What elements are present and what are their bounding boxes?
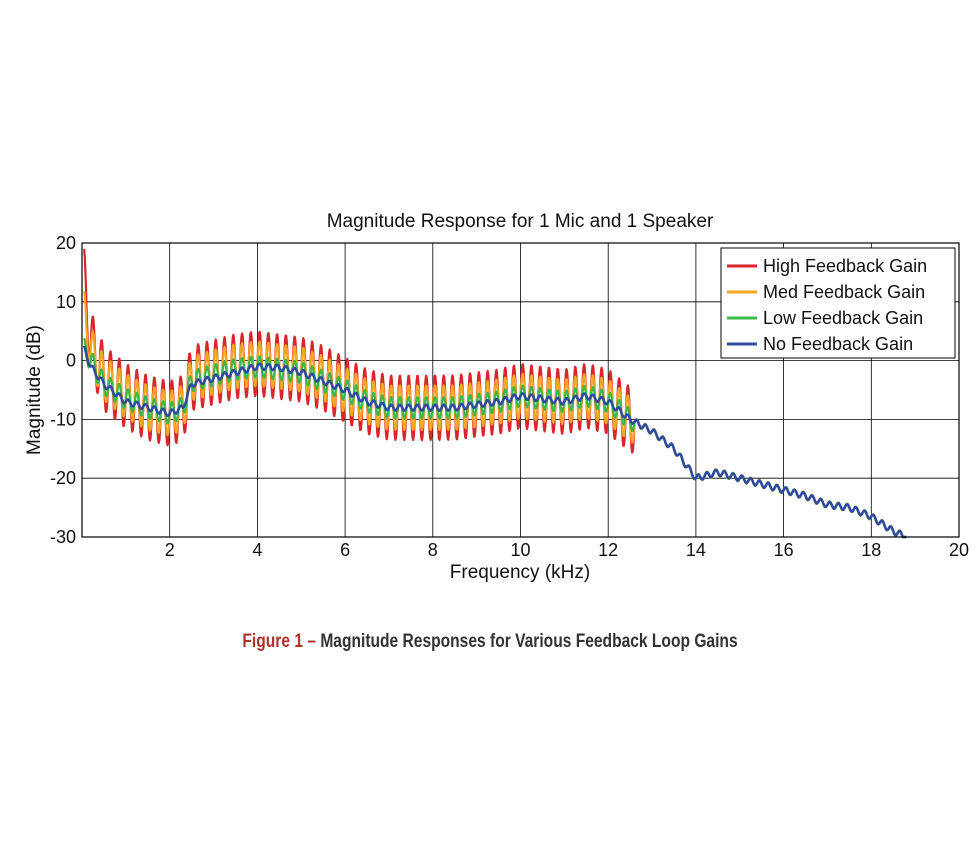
legend-label: No Feedback Gain [763,334,913,354]
x-tick-label: 2 [165,540,175,560]
x-tick-label: 12 [598,540,618,560]
legend-label: Low Feedback Gain [763,308,923,328]
legend-label: Med Feedback Gain [763,282,925,302]
y-axis-label: Magnitude (dB) [24,325,45,455]
legend-label: High Feedback Gain [763,256,927,276]
x-tick-labels: 2 4 6 8 10 12 14 16 18 20 [165,540,969,560]
x-tick-label: 20 [949,540,969,560]
figure-label: Figure 1 [242,631,303,652]
x-axis-label: Frequency (kHz) [450,562,590,583]
x-tick-label: 18 [861,540,881,560]
plot-frame [81,242,960,538]
legend-box [720,247,956,359]
chart-legend: High Feedback Gain Med Feedback Gain Low F… [720,247,956,359]
figure-caption: Figure 1 – Magnitude Responses for Vario… [88,631,892,653]
y-tick-label: 0 [66,351,76,371]
y-tick-label: 20 [56,233,76,253]
x-tick-label: 10 [510,540,530,560]
y-tick-label: 10 [56,292,76,312]
series-line [83,337,907,539]
chart-series [82,248,908,539]
caption-separator: – [307,631,316,652]
x-tick-label: 14 [686,540,706,560]
magnitude-response-chart: Magnitude Response for 1 Mic and 1 Speak… [24,211,969,583]
x-tick-label: 4 [252,540,262,560]
x-tick-label: 16 [774,540,794,560]
y-tick-label: -30 [50,527,76,547]
y-tick-label: -20 [50,468,76,488]
x-tick-label: 6 [340,540,350,560]
caption-text: Magnitude Responses for Various Feedback… [320,631,738,652]
series-line [82,345,908,539]
y-tick-labels: 20 10 0 -10 -20 -30 [50,233,76,547]
x-tick-label: 8 [428,540,438,560]
chart-title: Magnitude Response for 1 Mic and 1 Speak… [327,211,714,232]
y-tick-label: -10 [50,409,76,429]
